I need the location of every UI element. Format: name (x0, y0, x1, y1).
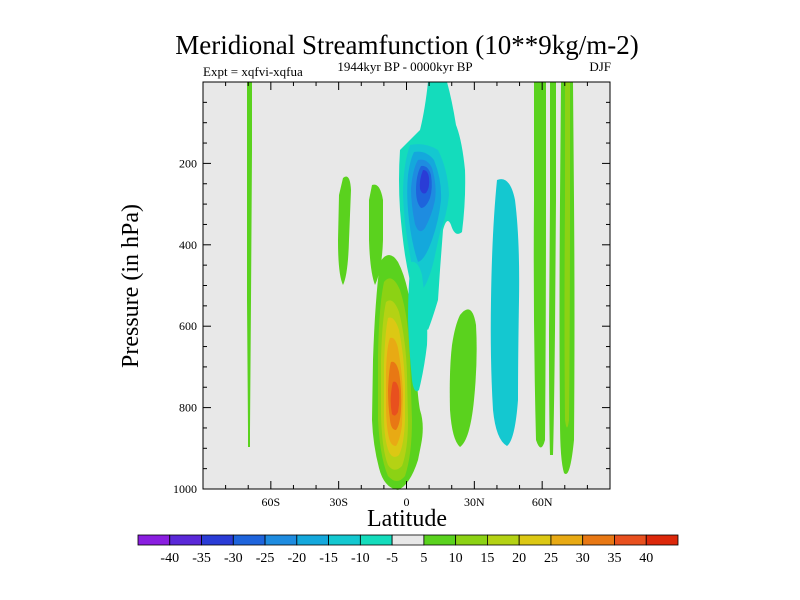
x-tick-label: 60N (532, 495, 553, 509)
colorbar-swatch (391, 534, 425, 546)
colorbar-swatch (455, 534, 488, 546)
colorbar-label: -40 (160, 551, 179, 566)
experiment-label: Expt = xqfvi-xqfua (203, 64, 303, 79)
colorbar-swatch (169, 534, 202, 546)
contour-nh-highlat-70-inner (564, 82, 570, 428)
colorbar-label: 25 (544, 551, 558, 566)
colorbar-label: -35 (192, 551, 211, 566)
y-axis: 200 400 600 800 1000 (173, 101, 610, 496)
colorbar-swatch (423, 534, 457, 546)
colorbar-swatch (232, 534, 266, 546)
contour-nh-midlat-neg (490, 179, 520, 446)
colorbar-label: 40 (639, 551, 653, 566)
contour-equatorial-neg (408, 261, 428, 392)
colorbar-label: -30 (224, 551, 243, 566)
colorbar-label: -20 (287, 551, 306, 566)
colorbar: -40 -35 -30 -25 -20 -15 -10 -5 5 10 15 20 25 30 35 40 (137, 534, 679, 566)
colorbar-label: -10 (351, 551, 370, 566)
colorbar-swatch (487, 534, 520, 546)
y-tick-label: 600 (179, 319, 197, 333)
colorbar-swatch (359, 534, 393, 546)
x-axis: 60S 30S 0 30N 60N (225, 82, 588, 509)
colorbar-label: 20 (512, 551, 526, 566)
contour-far-sh-strip (247, 82, 252, 447)
x-axis-label: Latitude (367, 506, 447, 532)
colorbar-label: 10 (449, 551, 463, 566)
colorbar-label: 35 (607, 551, 621, 566)
chart-subtitle: 1944kyr BP - 0000kyr BP (337, 59, 472, 74)
y-tick-label: 200 (179, 156, 197, 170)
x-tick-label: 30N (464, 495, 485, 509)
x-tick-label: 0 (404, 495, 410, 509)
colorbar-label: -25 (256, 551, 275, 566)
colorbar-label: -5 (386, 551, 398, 566)
contour-nh-subtropic (449, 309, 477, 447)
y-axis-label: Pressure (in hPa) (118, 204, 144, 368)
y-tick-label: 400 (179, 238, 197, 252)
season-label: DJF (589, 59, 611, 74)
colorbar-swatch (296, 534, 329, 546)
colorbar-swatch (550, 534, 584, 546)
colorbar-swatch (645, 534, 679, 546)
chart-title: Meridional Streamfunction (10**9kg/m-2) (175, 30, 638, 60)
contour-tropic-neg-30 (419, 170, 430, 194)
x-tick-label: 30S (329, 495, 348, 509)
colorbar-swatch (582, 534, 615, 546)
contour-fills (247, 82, 575, 490)
contour-tropic-pos-40 (390, 381, 400, 416)
colorbar-swatch (518, 534, 552, 546)
colorbar-label: 15 (480, 551, 494, 566)
colorbar-swatch (614, 534, 647, 546)
plot-area: 200 400 600 800 1000 60S 30S 0 30N 60N (173, 81, 611, 509)
colorbar-swatch (264, 534, 298, 546)
colorbar-label: 30 (576, 551, 590, 566)
y-tick-label: 1000 (173, 482, 197, 496)
contour-sh-tropic (369, 184, 383, 285)
colorbar-swatch (137, 534, 171, 546)
contour-nh-highlat-60 (533, 82, 546, 448)
colorbar-swatch (201, 534, 234, 546)
x-tick-label: 60S (261, 495, 280, 509)
y-tick-label: 800 (179, 401, 197, 415)
colorbar-label: -15 (319, 551, 338, 566)
colorbar-label: 5 (420, 551, 427, 566)
contour-sh-subtropic (338, 176, 351, 285)
colorbar-swatch (328, 534, 361, 546)
contour-nh-highlat-center (549, 82, 556, 455)
